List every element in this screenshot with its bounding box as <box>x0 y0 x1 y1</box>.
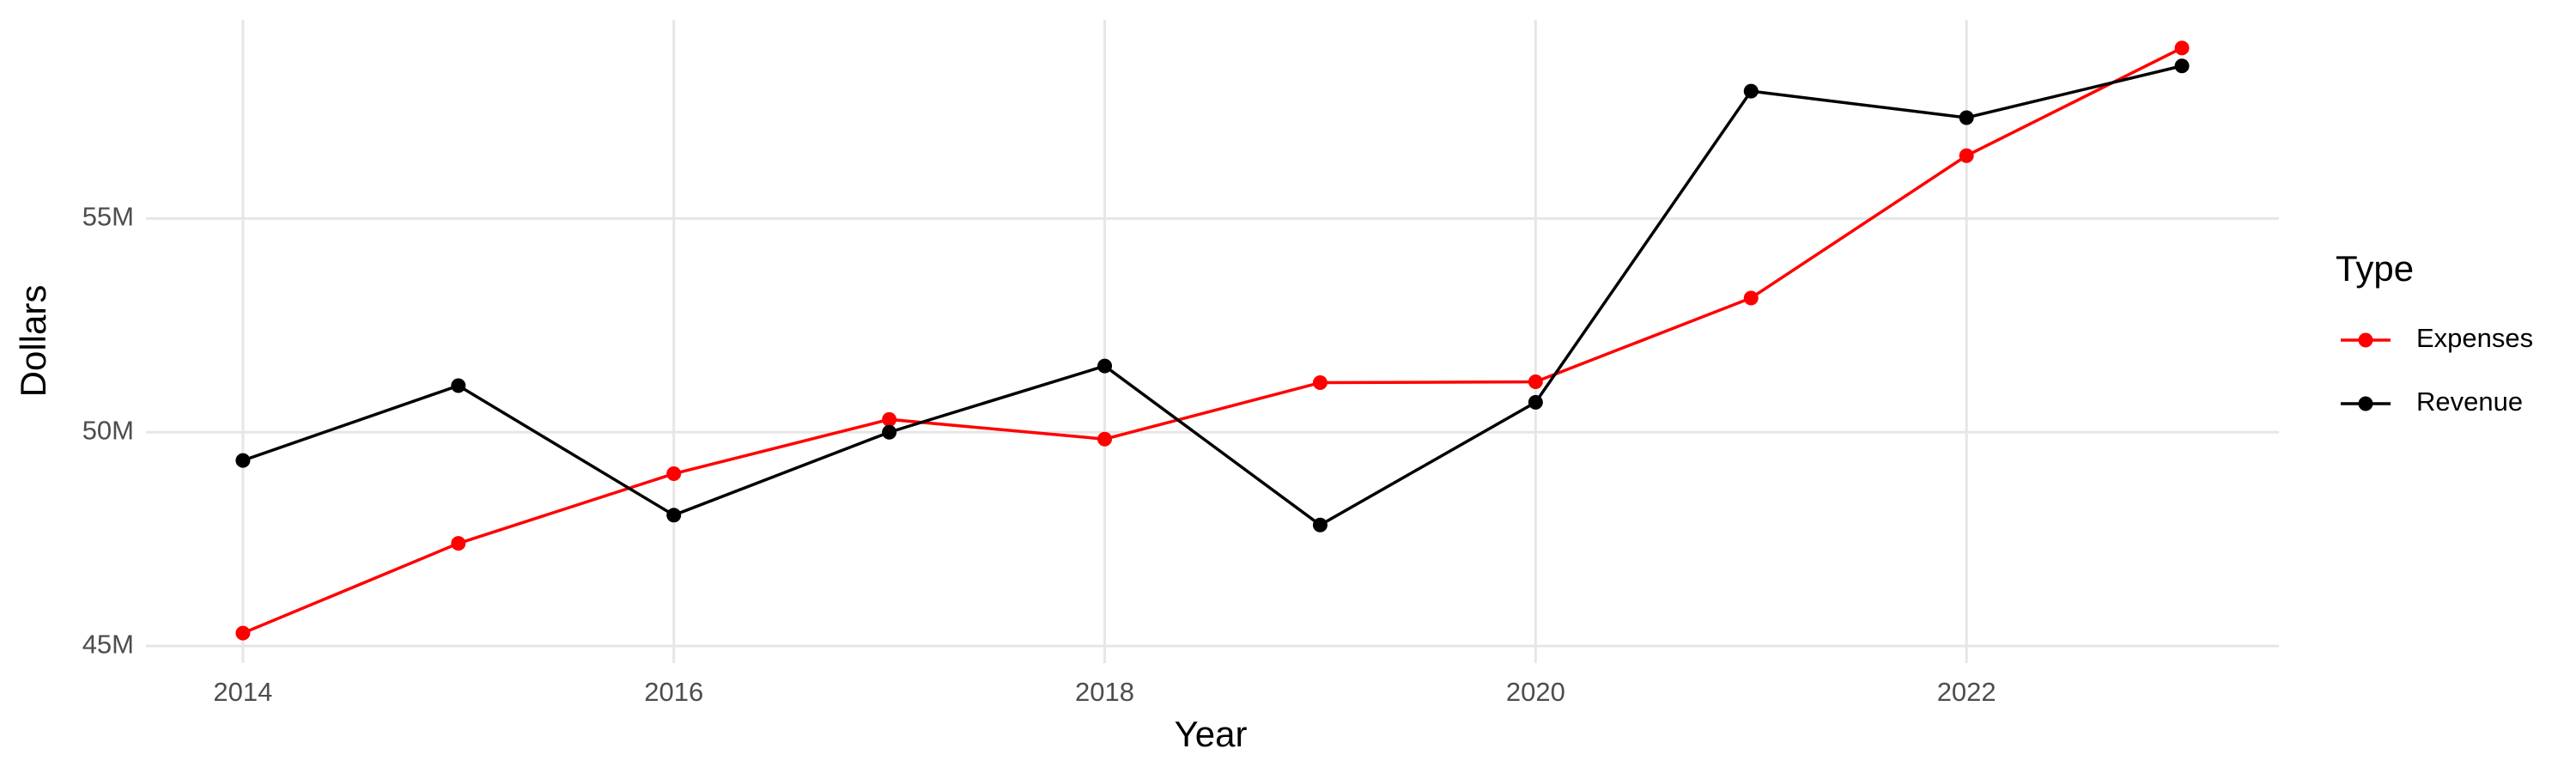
legend-label: Expenses <box>2416 323 2533 353</box>
y-tick-label: 45M <box>82 629 134 659</box>
data-point <box>1743 83 1759 99</box>
data-point <box>882 411 897 427</box>
data-point <box>1312 517 1327 533</box>
data-point <box>666 466 682 482</box>
x-tick-label: 2022 <box>1937 677 1996 707</box>
legend-key <box>2358 332 2373 348</box>
legend-label: Revenue <box>2416 386 2523 417</box>
x-tick-label: 2018 <box>1075 677 1134 707</box>
data-point <box>2174 40 2190 56</box>
data-point <box>882 424 897 440</box>
x-tick-label: 2014 <box>213 677 272 707</box>
series-line <box>242 46 2183 635</box>
series-line <box>242 64 2183 527</box>
data-point <box>1959 148 1974 163</box>
data-point <box>235 625 251 641</box>
x-tick-label: 2020 <box>1506 677 1565 707</box>
data-point <box>235 453 251 468</box>
data-point <box>1959 110 1974 125</box>
legend-key <box>2358 396 2373 411</box>
x-tick-label: 2016 <box>644 677 703 707</box>
data-point <box>1743 290 1759 306</box>
legend-title: Type <box>2336 248 2414 289</box>
data-point <box>1097 358 1113 374</box>
x-axis-title: Year <box>1175 714 1248 754</box>
y-tick-label: 55M <box>82 202 134 232</box>
data-point <box>451 536 466 551</box>
data-point <box>2174 58 2190 74</box>
y-tick-label: 50M <box>82 415 134 445</box>
y-axis-title: Dollars <box>13 285 53 398</box>
data-point <box>1312 375 1327 391</box>
data-point <box>1528 394 1543 410</box>
data-point <box>1097 431 1113 447</box>
data-point <box>1528 374 1543 390</box>
data-point <box>666 508 682 523</box>
data-point <box>451 378 466 393</box>
